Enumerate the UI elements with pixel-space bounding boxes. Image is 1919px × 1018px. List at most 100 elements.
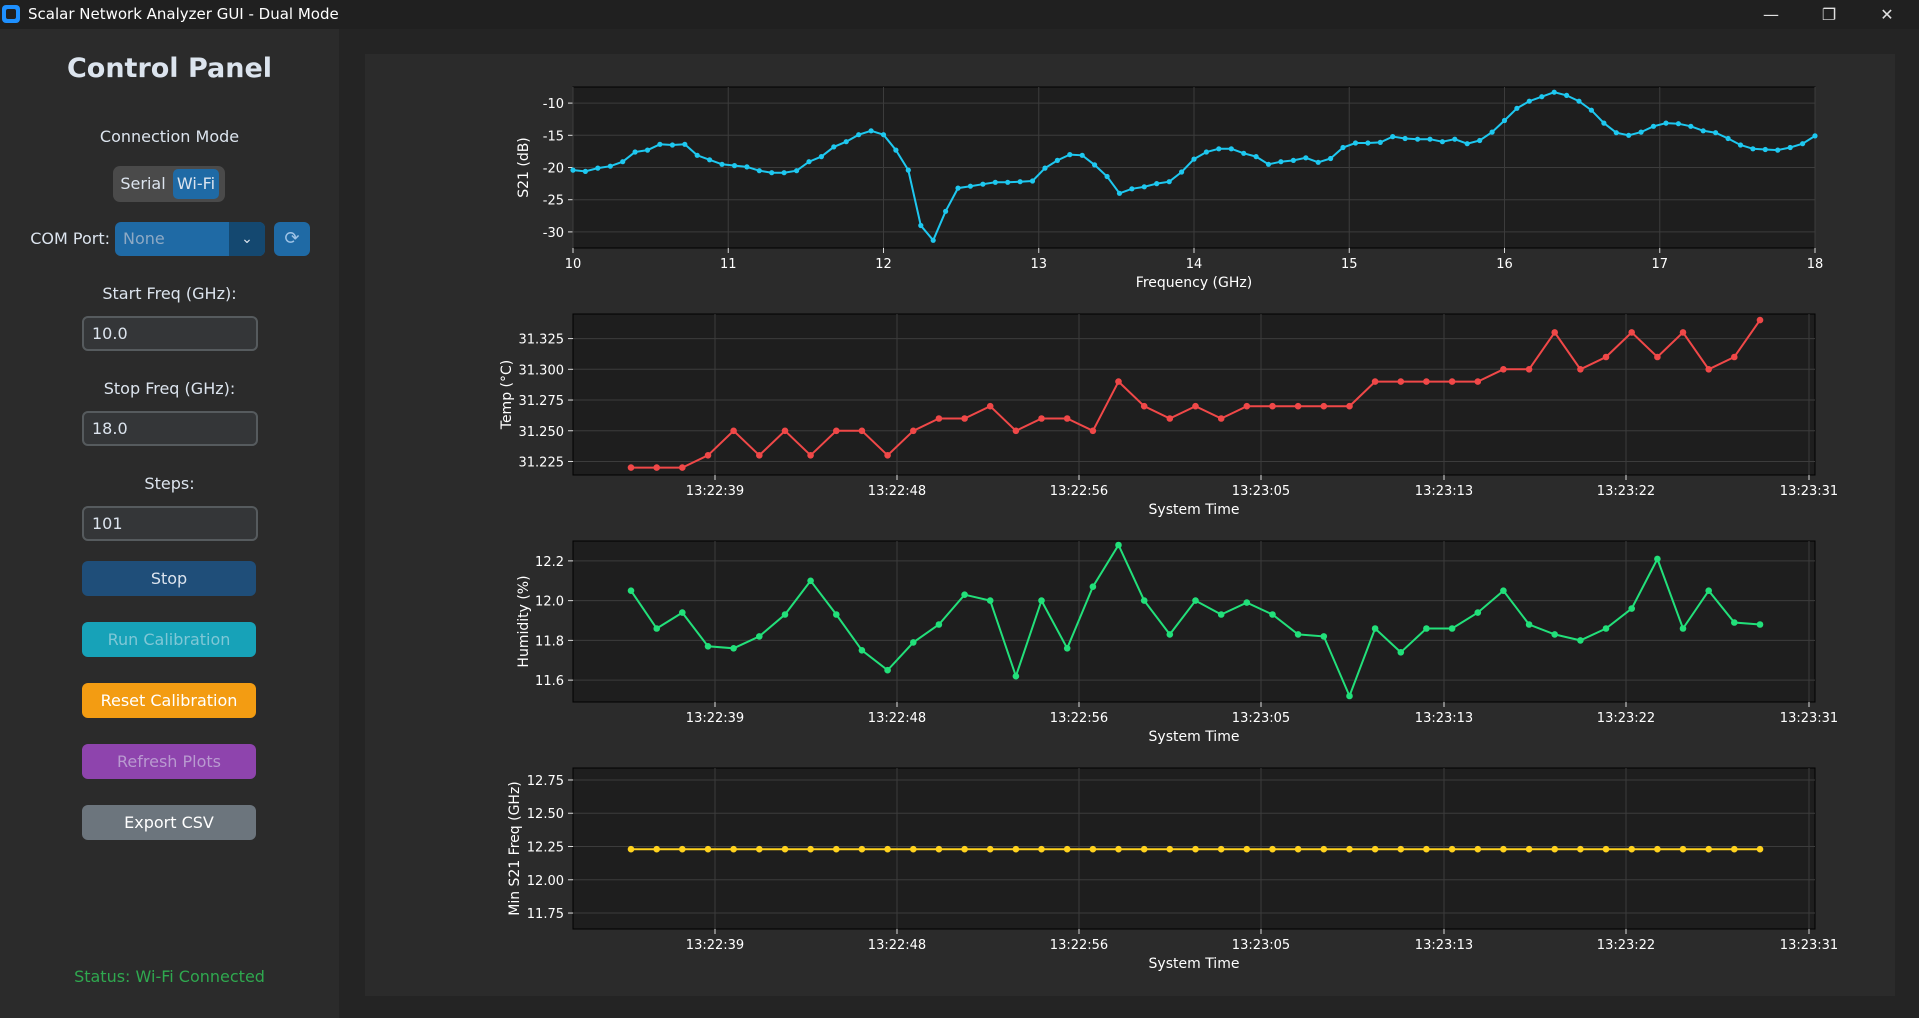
x-tick-label: 13:23:31 (1780, 711, 1838, 726)
data-point (858, 647, 866, 654)
data-point (704, 452, 712, 459)
stop-freq-input[interactable] (84, 413, 252, 444)
data-point (1402, 135, 1408, 142)
app-icon (2, 5, 20, 23)
data-point (1705, 587, 1712, 594)
data-point (884, 666, 891, 674)
data-point (1320, 402, 1328, 410)
data-point (794, 168, 800, 174)
chart-2: 31.325 31.300 31.275 31.250 31.225 13:22:39 13… (499, 313, 1838, 518)
data-point (1654, 555, 1661, 563)
y-tick-label: -20 (543, 162, 564, 177)
data-point (1294, 402, 1302, 410)
x-tick-label: 16 (1496, 257, 1513, 272)
data-point (1477, 137, 1483, 144)
data-point (1812, 133, 1818, 139)
data-point (1737, 142, 1744, 148)
data-point (1626, 132, 1632, 138)
data-point (1577, 366, 1584, 373)
start-freq-input[interactable] (84, 318, 252, 349)
x-tick-label: 13:22:48 (868, 938, 926, 953)
data-point (1012, 845, 1020, 853)
data-point (1756, 845, 1764, 853)
x-tick-label: 13:23:05 (1232, 711, 1290, 726)
data-point (1303, 155, 1309, 161)
stop-freq-field-box (82, 411, 258, 446)
y-tick-label: -30 (543, 226, 564, 241)
data-point (1269, 402, 1276, 410)
x-tick-label: 13:22:56 (1050, 711, 1108, 726)
data-point (986, 597, 994, 604)
refresh-ports-button[interactable]: ⟳ (274, 222, 310, 256)
data-point (1800, 141, 1806, 147)
data-point (627, 587, 635, 594)
data-point (980, 181, 986, 187)
data-point (1525, 621, 1533, 628)
data-point (1700, 128, 1706, 134)
run-calibration-button[interactable]: Run Calibration (82, 622, 256, 657)
data-point (1577, 845, 1584, 853)
y-tick-label: 12.0 (535, 595, 564, 610)
data-point (943, 208, 949, 214)
mode-serial-option[interactable]: Serial (120, 174, 166, 193)
data-point (1514, 105, 1520, 111)
data-point (1390, 134, 1396, 140)
data-point (1705, 366, 1712, 373)
data-point (1423, 845, 1430, 853)
steps-field-box (82, 506, 258, 541)
data-point (1675, 121, 1681, 127)
data-point (694, 152, 700, 158)
data-point (1079, 152, 1085, 158)
data-point (1551, 631, 1558, 638)
x-tick-label: 14 (1186, 257, 1203, 272)
data-point (807, 452, 814, 459)
data-point (1602, 353, 1610, 361)
data-point (781, 170, 787, 176)
close-icon[interactable]: ✕ (1880, 5, 1894, 24)
data-point (1166, 415, 1174, 422)
refresh-plots-button[interactable]: Refresh Plots (82, 744, 256, 779)
restore-icon[interactable]: ❐ (1821, 5, 1837, 24)
data-point (1423, 625, 1430, 632)
data-point (781, 427, 789, 435)
y-tick-label: 12.00 (527, 874, 564, 889)
data-point (1278, 159, 1284, 165)
stop-freq-label: Stop Freq (GHz): (103, 379, 236, 398)
data-point (1474, 845, 1482, 853)
data-point (682, 141, 688, 147)
data-point (856, 132, 862, 138)
data-point (657, 141, 663, 147)
data-point (1104, 173, 1110, 180)
refresh-icon: ⟳ (284, 228, 300, 249)
data-point (1346, 692, 1353, 700)
data-point (582, 168, 589, 174)
data-point (627, 464, 635, 471)
y-axis-label: S21 (dB) (516, 137, 532, 198)
x-axis-label: Frequency (GHz) (1136, 275, 1252, 291)
stop-button[interactable]: Stop (82, 561, 256, 596)
reset-calibration-button[interactable]: Reset Calibration (82, 683, 256, 718)
y-axis-label: Min S21 Freq (GHz) (507, 781, 523, 916)
com-port-select[interactable]: None ⌄ (115, 222, 265, 256)
mode-wifi-option[interactable]: Wi-Fi (173, 169, 219, 199)
x-tick-label: 13:23:13 (1415, 484, 1473, 499)
data-point (961, 415, 968, 422)
data-point (1154, 181, 1160, 187)
data-point (1638, 129, 1644, 135)
data-point (935, 415, 943, 422)
data-point (1371, 625, 1379, 632)
minimize-icon[interactable]: — (1763, 5, 1779, 24)
data-point (1166, 631, 1174, 638)
data-point (1679, 329, 1687, 336)
steps-input[interactable] (84, 508, 252, 539)
x-axis-label: System Time (1149, 956, 1240, 972)
plot-background (572, 540, 1816, 703)
export-csv-button[interactable]: Export CSV (82, 805, 256, 840)
data-point (1320, 633, 1328, 640)
x-tick-label: 10 (565, 257, 582, 272)
data-point (1115, 541, 1122, 549)
chevron-down-icon[interactable]: ⌄ (229, 222, 265, 256)
x-tick-label: 13:22:56 (1050, 484, 1108, 499)
x-tick-label: 13:23:22 (1597, 711, 1655, 726)
data-point (1564, 92, 1570, 98)
